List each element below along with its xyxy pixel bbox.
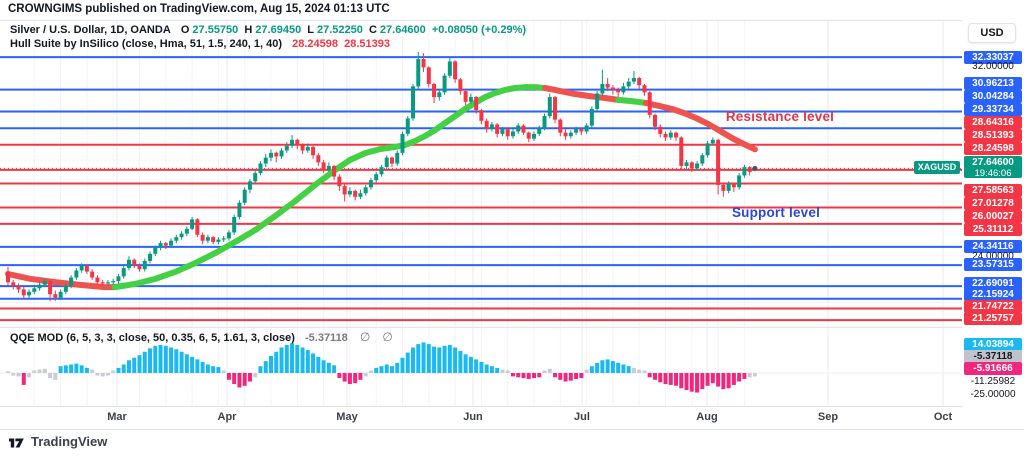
current-price-value: 27.64600	[972, 157, 1014, 168]
support-annotation[interactable]: Support level	[731, 205, 821, 220]
time-axis-label-jun: Jun	[463, 411, 483, 423]
hull-value-1: 28.24598	[292, 38, 339, 50]
price-axis-label: 26.00027	[964, 210, 1022, 223]
hull-value-2: 28.51393	[344, 38, 390, 50]
time-axis-label-apr: Apr	[217, 411, 237, 423]
price-axis-label: 24.34116	[964, 240, 1022, 253]
price-axis-label: 28.64316	[964, 116, 1022, 129]
hull-suite-title[interactable]: Hull Suite by InSilico (close, Hma, 51, …	[10, 38, 283, 50]
ohlc-close-value: 27.64600	[379, 24, 426, 36]
ohlc-high-value: 27.69450	[255, 24, 302, 36]
qqe-value: -5.37118	[304, 332, 348, 344]
time-axis-label-sep: Sep	[817, 411, 839, 423]
ohlc-close-label: C	[368, 24, 377, 36]
time-axis-label-mar: Mar	[107, 411, 127, 423]
price-axis-label: 32.33037	[964, 51, 1022, 64]
change-value: +0.08050 (+0.29%)	[431, 24, 527, 36]
publish-line: CROWNGIMS published on TradingView.com, …	[8, 3, 390, 15]
currency-toggle-button[interactable]: USD	[968, 23, 1016, 43]
hull-ribbon	[5, 84, 758, 291]
price-axis-label: 25.31112	[964, 223, 1022, 236]
price-axis-label: 22.69091	[964, 277, 1022, 290]
qqe-axis-label: -5.37118	[964, 350, 1022, 363]
qqe-mod-title[interactable]: QQE MOD (6, 5, 3, 3, close, 50, 0.35, 6,…	[10, 332, 295, 344]
price-axis-label: 24.00000	[972, 251, 1014, 262]
bar-countdown: 19:46:06	[974, 168, 1012, 179]
symbol-price-tag[interactable]: XAGUSD	[914, 161, 960, 174]
time-axis-label-may: May	[336, 411, 358, 423]
price-axis-label: 23.57315	[964, 258, 1022, 271]
price-axis-label: 30.04284	[964, 90, 1022, 103]
price-axis[interactable]: USD 32.33037 32.00000 30.96213 30.04284 29.3…	[962, 20, 1024, 429]
price-axis-label: 32.00000	[972, 61, 1014, 72]
price-axis-label: 21.74722	[964, 300, 1022, 313]
ohlc-open-value: 27.55750	[192, 24, 239, 36]
hidden-value-icon: ∅	[359, 330, 371, 344]
symbol-title[interactable]: Silver / U.S. Dollar, 1D, OANDA	[10, 24, 171, 36]
ohlc-low-value: 27.52250	[317, 24, 363, 36]
time-axis-label-aug: Aug	[696, 411, 718, 423]
qqe-axis-label: -25.00000	[970, 389, 1016, 400]
hidden-value-icon: ∅	[382, 330, 393, 344]
grid-lines	[0, 20, 962, 406]
qqe-mod-legend[interactable]: QQE MOD (6, 5, 3, 3, close, 50, 0.35, 6,…	[10, 330, 396, 344]
current-price-label: 27.64600 19:46:06	[964, 156, 1022, 179]
ohlc-low-label: L	[307, 24, 314, 36]
ohlc-open-label: O	[180, 24, 190, 36]
symbol-legend[interactable]: Silver / U.S. Dollar, 1D, OANDA O 27.5575…	[10, 24, 529, 36]
footer-brand-link[interactable]: TradingView	[8, 433, 107, 450]
hull-suite-legend[interactable]: Hull Suite by InSilico (close, Hma, 51, …	[10, 38, 393, 50]
qqe-histogram	[0, 342, 962, 393]
price-axis-label: 28.51393	[964, 129, 1022, 142]
last-price-marker	[752, 165, 758, 171]
price-axis-label: 30.96213	[964, 77, 1022, 90]
footer-brand-label: TradingView	[31, 434, 108, 449]
resistance-annotation[interactable]: Resistance level	[725, 109, 835, 124]
qqe-axis-label: -5.91666	[964, 362, 1022, 375]
qqe-axis-label: 14.03894	[964, 338, 1022, 351]
price-axis-label: 27.01278	[964, 197, 1022, 210]
price-axis-label: 27.58563	[964, 184, 1022, 197]
time-axis-label-oct: Oct	[933, 411, 953, 423]
candlestick-series	[6, 51, 757, 302]
price-axis-label: 21.25757	[964, 312, 1022, 325]
time-axis[interactable]: Mar Apr May Jun Jul Aug Sep Oct	[0, 406, 962, 429]
qqe-axis-label: -11.25982	[970, 376, 1016, 387]
price-axis-label: 29.33734	[964, 103, 1022, 116]
price-axis-label: 22.15924	[964, 288, 1022, 301]
time-axis-label-jul: Jul	[574, 411, 590, 423]
tradingview-logo-icon	[9, 438, 24, 448]
price-axis-label: 28.24598	[964, 142, 1022, 155]
ohlc-high-label: H	[244, 24, 253, 36]
